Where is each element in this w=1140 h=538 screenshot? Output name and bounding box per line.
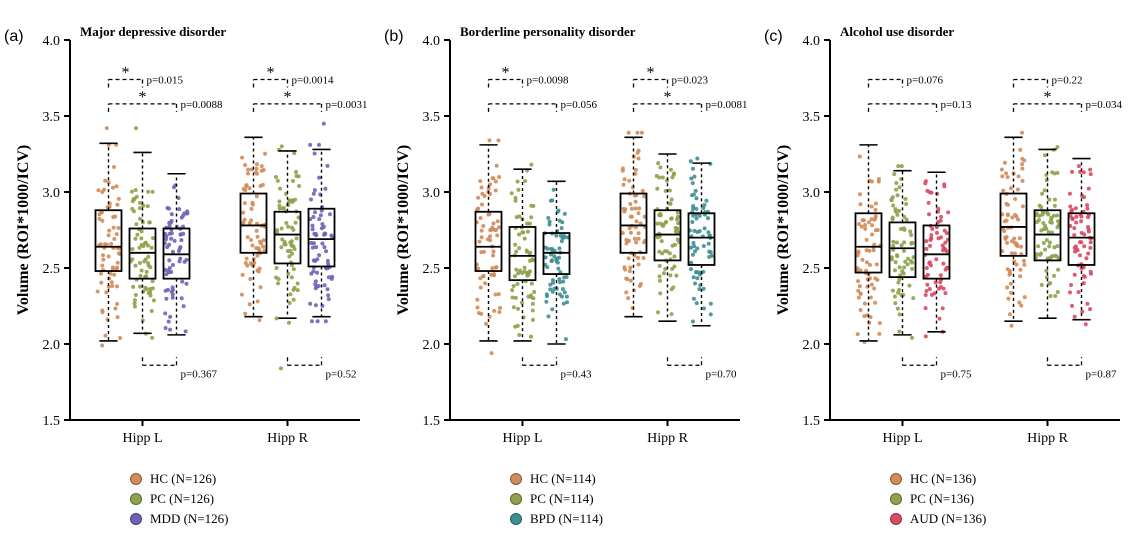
svg-text:p=0.0098: p=0.0098: [527, 75, 569, 87]
svg-text:*: *: [284, 89, 292, 106]
svg-text:3.0: 3.0: [803, 186, 821, 201]
svg-text:Hipp R: Hipp R: [1027, 431, 1069, 446]
legend-label: PC (N=114): [530, 490, 594, 508]
svg-text:p=0.0088: p=0.0088: [181, 99, 223, 111]
svg-text:4.0: 4.0: [423, 34, 441, 49]
panel-tag: (c): [764, 28, 783, 46]
legend: HC (N=114) PC (N=114) BPD (N=114): [510, 470, 603, 531]
svg-text:Volume (ROI*1000/ICV): Volume (ROI*1000/ICV): [15, 145, 32, 316]
legend-label: MDD (N=126): [150, 510, 228, 528]
legend-item: HC (N=114): [510, 470, 603, 488]
legend-label: PC (N=136): [910, 490, 974, 508]
legend-swatch: [510, 493, 522, 505]
svg-text:p=0.367: p=0.367: [181, 368, 218, 380]
legend-swatch: [890, 473, 902, 485]
svg-text:1.5: 1.5: [423, 414, 441, 429]
panel-title: Alcohol use disorder: [840, 24, 954, 39]
svg-text:4.0: 4.0: [803, 34, 821, 49]
legend-swatch: [510, 473, 522, 485]
panel-title: Borderline personality disorder: [460, 24, 636, 39]
legend-item: PC (N=114): [510, 490, 603, 508]
legend-swatch: [130, 493, 142, 505]
svg-text:p=0.22: p=0.22: [1052, 75, 1083, 87]
svg-text:4.0: 4.0: [43, 34, 61, 49]
legend-label: BPD (N=114): [530, 510, 603, 528]
svg-text:Volume (ROI*1000/ICV): Volume (ROI*1000/ICV): [395, 145, 412, 316]
svg-text:Hipp L: Hipp L: [122, 431, 162, 446]
legend-item: PC (N=136): [890, 490, 986, 508]
svg-text:*: *: [139, 89, 147, 106]
panel-tag: (a): [4, 28, 24, 46]
svg-text:*: *: [647, 65, 655, 82]
svg-text:*: *: [267, 65, 275, 82]
legend-swatch: [890, 493, 902, 505]
svg-text:p=0.70: p=0.70: [706, 368, 737, 380]
legend: HC (N=126) PC (N=126) MDD (N=126): [130, 470, 228, 531]
svg-text:p=0.034: p=0.034: [1086, 99, 1123, 111]
svg-text:*: *: [122, 65, 130, 82]
svg-text:Hipp R: Hipp R: [267, 431, 309, 446]
legend-label: PC (N=126): [150, 490, 214, 508]
legend-label: AUD (N=136): [910, 510, 986, 528]
svg-text:p=0.87: p=0.87: [1086, 368, 1117, 380]
svg-text:p=0.056: p=0.056: [561, 99, 598, 111]
chart-svg: 1.5 2.0 2.5 3.0 3.5 4.0 Volume (ROI*1000/ICV) B…: [380, 0, 760, 465]
legend-swatch: [510, 513, 522, 525]
legend-swatch: [890, 513, 902, 525]
svg-text:p=0.52: p=0.52: [326, 368, 357, 380]
panel-a: 1.5 2.0 2.5 3.0 3.5 4.0 Volume (ROI*1000/ICV) M…: [0, 0, 380, 538]
svg-text:p=0.015: p=0.015: [147, 75, 184, 87]
svg-text:2.0: 2.0: [43, 338, 61, 353]
panel-tag: (b): [384, 28, 404, 46]
svg-text:Hipp L: Hipp L: [882, 431, 922, 446]
legend-item: BPD (N=114): [510, 510, 603, 528]
panel-b: 1.5 2.0 2.5 3.0 3.5 4.0 Volume (ROI*1000/ICV) B…: [380, 0, 760, 538]
legend-label: HC (N=136): [910, 470, 976, 488]
legend-item: MDD (N=126): [130, 510, 228, 528]
svg-text:p=0.13: p=0.13: [941, 99, 972, 111]
legend-item: AUD (N=136): [890, 510, 986, 528]
legend-label: HC (N=114): [530, 470, 596, 488]
svg-text:3.5: 3.5: [803, 110, 821, 125]
legend-item: HC (N=136): [890, 470, 986, 488]
legend-swatch: [130, 513, 142, 525]
legend: HC (N=136) PC (N=136) AUD (N=136): [890, 470, 986, 531]
svg-text:p=0.076: p=0.076: [907, 75, 944, 87]
svg-text:Volume (ROI*1000/ICV): Volume (ROI*1000/ICV): [775, 145, 792, 316]
svg-text:p=0.0081: p=0.0081: [706, 99, 748, 111]
svg-text:p=0.023: p=0.023: [672, 75, 709, 87]
chart-svg: 1.5 2.0 2.5 3.0 3.5 4.0 Volume (ROI*1000/ICV) M…: [0, 0, 380, 465]
legend-swatch: [130, 473, 142, 485]
svg-text:p=0.75: p=0.75: [941, 368, 972, 380]
legend-item: PC (N=126): [130, 490, 228, 508]
svg-text:3.5: 3.5: [43, 110, 61, 125]
svg-text:Hipp R: Hipp R: [647, 431, 689, 446]
svg-text:2.5: 2.5: [43, 262, 61, 277]
svg-text:Hipp L: Hipp L: [502, 431, 542, 446]
panel-title: Major depressive disorder: [80, 24, 226, 39]
panel-row: 1.5 2.0 2.5 3.0 3.5 4.0 Volume (ROI*1000/ICV) M…: [0, 0, 1140, 538]
svg-text:p=0.43: p=0.43: [561, 368, 592, 380]
panel-c: 1.5 2.0 2.5 3.0 3.5 4.0 Volume (ROI*1000/ICV) A…: [760, 0, 1140, 538]
svg-text:3.0: 3.0: [43, 186, 61, 201]
svg-text:3.0: 3.0: [423, 186, 441, 201]
svg-text:1.5: 1.5: [803, 414, 821, 429]
svg-text:2.5: 2.5: [803, 262, 821, 277]
svg-text:2.5: 2.5: [423, 262, 441, 277]
legend-item: HC (N=126): [130, 470, 228, 488]
svg-text:p=0.0014: p=0.0014: [292, 75, 334, 87]
legend-label: HC (N=126): [150, 470, 216, 488]
svg-text:2.0: 2.0: [803, 338, 821, 353]
svg-text:p=0.0031: p=0.0031: [326, 99, 368, 111]
chart-svg: 1.5 2.0 2.5 3.0 3.5 4.0 Volume (ROI*1000/ICV) A…: [760, 0, 1140, 465]
svg-text:2.0: 2.0: [423, 338, 441, 353]
svg-text:*: *: [664, 89, 672, 106]
svg-text:3.5: 3.5: [423, 110, 441, 125]
svg-text:*: *: [502, 65, 510, 82]
svg-text:*: *: [1044, 89, 1052, 106]
svg-text:1.5: 1.5: [43, 414, 61, 429]
